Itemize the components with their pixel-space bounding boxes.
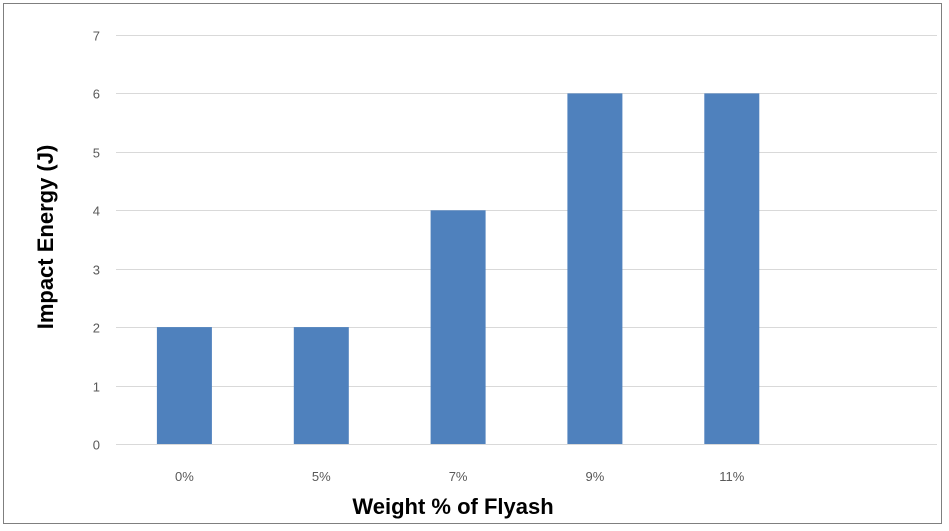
x-tick-label: 5%: [312, 469, 331, 484]
x-tick-label: 0%: [175, 469, 194, 484]
x-axis-title: Weight % of Flyash: [352, 494, 553, 519]
y-tick-labels: 0 1 2 3 4 5 6 7: [93, 29, 100, 453]
x-tick-labels: 0% 5% 7% 9% 11%: [175, 469, 745, 484]
bar: [567, 93, 623, 445]
bar: [430, 210, 486, 444]
y-tick-label: 6: [93, 87, 100, 102]
y-tick-label: 1: [93, 380, 100, 395]
y-tick-label: 0: [93, 438, 100, 453]
x-tick-label: 9%: [586, 469, 605, 484]
gridlines: [116, 35, 937, 445]
x-tick-label: 11%: [719, 469, 744, 484]
y-tick-label: 4: [93, 204, 100, 219]
bar: [704, 93, 760, 445]
bars: [156, 93, 760, 445]
y-axis-title: Impact Energy (J): [33, 145, 58, 330]
y-tick-label: 2: [93, 321, 100, 336]
bar: [293, 327, 349, 444]
x-tick-label: 7%: [449, 469, 468, 484]
y-tick-label: 3: [93, 263, 100, 278]
y-tick-label: 5: [93, 146, 100, 161]
bar: [156, 327, 212, 444]
y-tick-label: 7: [93, 29, 100, 44]
